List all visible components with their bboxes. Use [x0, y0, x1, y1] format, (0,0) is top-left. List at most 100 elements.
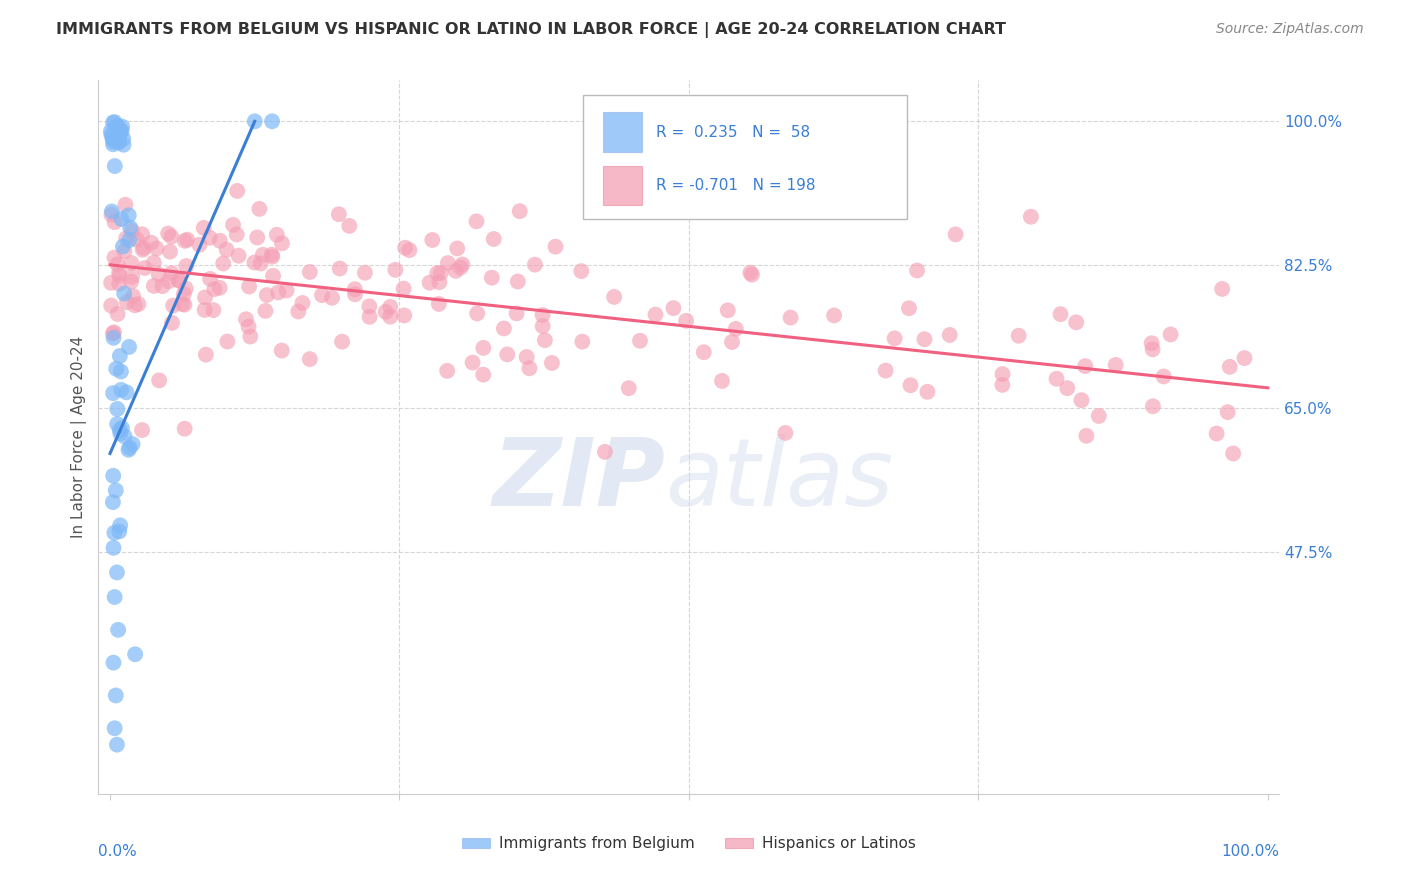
Point: [118, 208, 141, 222]
Point: [118, 340, 141, 354]
Point: [875, 363, 897, 377]
Point: [127, 297, 149, 311]
Point: [121, 224, 143, 238]
Point: [111, 124, 134, 138]
Point: [215, 243, 238, 257]
Point: [330, 334, 353, 349]
Point: [198, 231, 221, 245]
Point: [110, 124, 132, 138]
Point: [111, 239, 134, 253]
Point: [472, 368, 495, 382]
Point: [436, 364, 458, 378]
Point: [321, 291, 343, 305]
Point: [374, 305, 396, 319]
Point: [105, 738, 128, 752]
Point: [108, 266, 131, 280]
Point: [122, 289, 145, 303]
Point: [202, 303, 225, 318]
Point: [104, 721, 127, 735]
Point: [117, 442, 139, 457]
Point: [131, 227, 153, 242]
Point: [112, 286, 135, 301]
Point: [103, 656, 125, 670]
Point: [465, 306, 488, 320]
Point: [451, 257, 474, 271]
Point: [446, 242, 468, 256]
Point: [107, 623, 129, 637]
Point: [173, 422, 195, 436]
Point: [121, 269, 143, 284]
Point: [114, 429, 136, 443]
Point: [628, 334, 651, 348]
Point: [262, 250, 284, 264]
Point: [450, 260, 472, 275]
Point: [108, 277, 131, 291]
Point: [101, 386, 124, 401]
Point: [111, 120, 134, 134]
Point: [194, 348, 217, 362]
Point: [101, 132, 124, 146]
Point: [101, 115, 124, 129]
Point: [208, 234, 231, 248]
Point: [176, 233, 198, 247]
Point: [142, 279, 165, 293]
Point: [461, 355, 484, 369]
Point: [775, 425, 797, 440]
Point: [1019, 210, 1042, 224]
Point: [115, 385, 138, 400]
Point: [1076, 429, 1098, 443]
Point: [1219, 359, 1241, 374]
Point: [721, 334, 744, 349]
Point: [430, 266, 453, 280]
Point: [1205, 426, 1227, 441]
Point: [108, 126, 131, 140]
Point: [193, 220, 215, 235]
Point: [167, 274, 190, 288]
Point: [1064, 315, 1087, 329]
Point: [243, 114, 266, 128]
Point: [101, 204, 124, 219]
Point: [103, 251, 125, 265]
Point: [112, 137, 135, 152]
Point: [157, 274, 180, 288]
Point: [101, 326, 124, 341]
Point: [991, 367, 1014, 381]
Point: [100, 208, 122, 222]
Bar: [603, 166, 641, 205]
Point: [124, 647, 146, 661]
Point: [172, 297, 194, 311]
Point: [394, 241, 416, 255]
Point: [148, 373, 170, 387]
Point: [132, 243, 155, 257]
Point: [337, 219, 360, 233]
Point: [380, 310, 402, 324]
Point: [945, 227, 967, 242]
Point: [104, 128, 127, 143]
Point: [120, 220, 142, 235]
Point: [262, 114, 284, 128]
Point: [235, 312, 257, 326]
Point: [103, 525, 125, 540]
Point: [256, 288, 278, 302]
Point: [103, 326, 125, 340]
Point: [1233, 351, 1256, 365]
Point: [167, 273, 190, 287]
Point: [1222, 446, 1244, 460]
Point: [110, 426, 132, 441]
Point: [673, 202, 696, 217]
FancyBboxPatch shape: [582, 95, 907, 219]
Point: [108, 349, 131, 363]
Point: [160, 229, 183, 244]
Point: [496, 347, 519, 361]
Point: [429, 275, 451, 289]
Point: [104, 159, 127, 173]
Point: [267, 285, 290, 300]
Point: [152, 279, 174, 293]
Point: [134, 260, 156, 275]
Point: [662, 301, 685, 315]
Point: [1142, 343, 1164, 357]
Point: [1160, 327, 1182, 342]
Point: [912, 332, 935, 346]
Point: [115, 295, 138, 310]
Point: [105, 361, 128, 376]
